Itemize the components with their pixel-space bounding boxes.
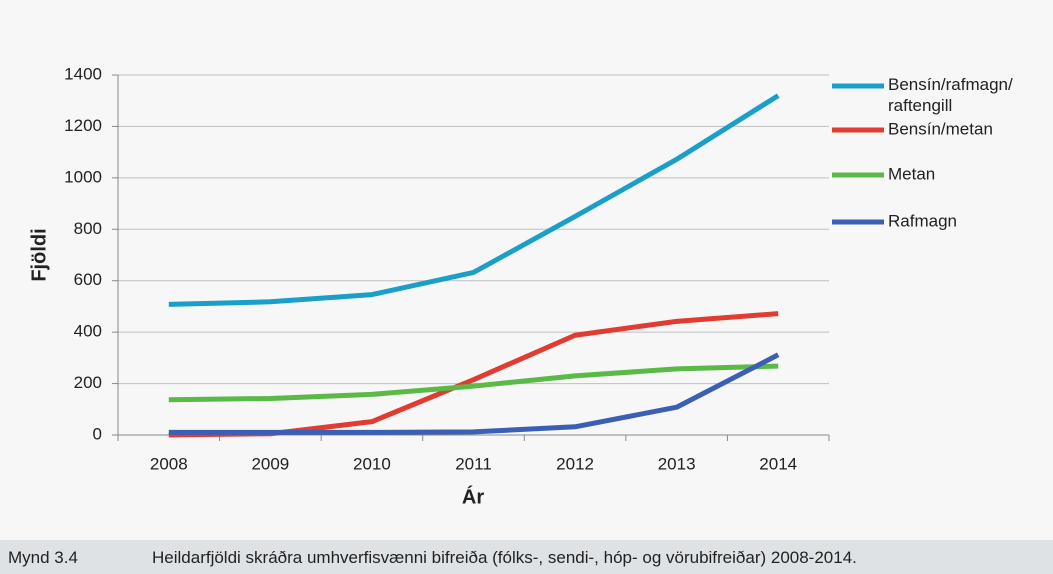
y-tick-label: 1000 [64,167,102,186]
x-tick-label: 2012 [556,454,594,473]
y-tick-label: 0 [93,424,102,443]
series-line [168,363,779,403]
legend-label: Rafmagn [888,211,957,230]
legend-label: Bensín/metan [888,119,993,138]
x-tick-label: 2014 [759,454,797,473]
y-tick-label: 600 [74,270,102,289]
y-tick-label: 1200 [64,116,102,135]
caption-label: Mynd 3.4 [8,548,78,567]
caption-bar: Mynd 3.4 Heildarfjöldi skráðra umhverfis… [0,540,1053,574]
caption-text: Heildarfjöldi skráðra umhverfisvænni bif… [152,548,857,567]
y-tick-label: 800 [74,219,102,238]
legend-label: Bensín/rafmagn/raftengill [888,75,1013,115]
x-tick-label: 2011 [455,454,492,473]
x-axis-title: Ár [462,485,484,508]
legend-label-line: Bensín/rafmagn/ [888,75,1013,94]
y-axis-title: Fjöldi [28,228,50,281]
y-tick-label: 400 [74,322,102,341]
y-tick-label: 200 [74,373,102,392]
x-tick-label: 2010 [353,454,391,473]
y-tick-label: 1400 [64,64,102,83]
legend-label-line: raftengill [888,96,952,115]
x-tick-label: 2009 [251,454,289,473]
x-tick-label: 2008 [150,454,188,473]
series-line [168,352,780,435]
legend-label: Metan [888,164,935,183]
x-tick-label: 2013 [658,454,696,473]
series-line [168,93,780,307]
chart: Fjöldi Ár 0 200 400 600 800 1000 1200 1400 2008 2… [28,64,1013,508]
